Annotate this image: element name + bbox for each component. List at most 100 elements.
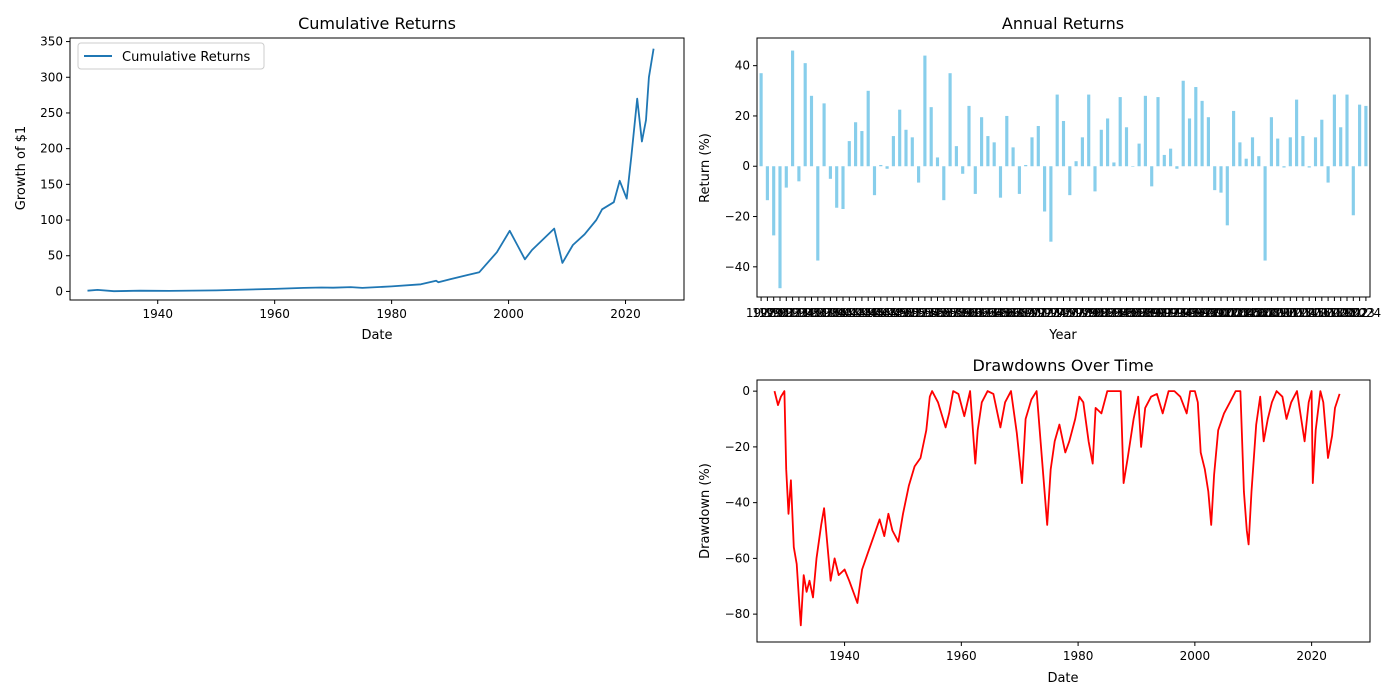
- x-tick-label: 1942: [834, 306, 865, 320]
- bar: [1276, 138, 1280, 167]
- x-axis-label: Date: [361, 328, 392, 343]
- bar: [1106, 118, 1110, 167]
- bar: [1099, 129, 1103, 167]
- x-tick-label: 1972: [1023, 306, 1054, 320]
- plot-frame: [69, 37, 685, 301]
- chart-title: Drawdowns Over Time: [972, 356, 1153, 375]
- plot-frame: [756, 379, 1371, 643]
- bar: [1124, 127, 1129, 167]
- x-tick-label: 1981: [1080, 306, 1111, 320]
- bar: [778, 166, 782, 289]
- x-tick-label: 1937: [803, 306, 834, 320]
- bar: [986, 136, 990, 167]
- chart-title: Annual Returns: [1002, 14, 1124, 33]
- x-tick-label: 2005: [1231, 306, 1262, 320]
- x-tick-label: 2020: [1325, 306, 1356, 320]
- x-tick-label: 1962: [960, 306, 991, 320]
- bar: [1181, 80, 1185, 167]
- x-tick-label: 1986: [1111, 306, 1142, 320]
- bar: [1061, 120, 1066, 167]
- bar: [854, 122, 858, 167]
- x-tick-label: 2022: [1338, 306, 1369, 320]
- x-tick-label: 2004: [1225, 306, 1256, 320]
- x-tick-label: 1964: [973, 306, 1004, 320]
- x-tick-label: 2007: [1244, 306, 1275, 320]
- bar: [1150, 166, 1154, 187]
- bar: [992, 142, 996, 167]
- bar: [1131, 166, 1135, 167]
- x-tick-label: 1954: [910, 306, 941, 320]
- x-tick-label: 1963: [966, 306, 997, 320]
- x-tick-label: 1961: [954, 306, 985, 320]
- bar: [1030, 137, 1034, 167]
- x-tick-label: 1991: [1143, 306, 1174, 320]
- x-tick-label: 1984: [1099, 306, 1130, 320]
- x-tick-label: 1931: [765, 306, 796, 320]
- x-tick-label: 2012: [1275, 306, 1306, 320]
- bar: [1112, 162, 1116, 167]
- bar: [872, 166, 877, 196]
- x-tick-label: 1936: [796, 306, 827, 320]
- x-tick-label: 2017: [1307, 306, 1338, 320]
- x-tick-label: 2000: [493, 307, 524, 321]
- y-tick-label: 0: [55, 284, 63, 298]
- bar: [1213, 166, 1217, 191]
- bar: [998, 166, 1003, 198]
- bar: [1295, 99, 1299, 167]
- x-tick-label: 2021: [1332, 306, 1363, 320]
- y-tick-label: 100: [40, 213, 63, 227]
- x-tick-label: 1985: [1105, 306, 1136, 320]
- x-tick-label: 2019: [1319, 306, 1350, 320]
- bar: [942, 166, 946, 201]
- bar: [1162, 154, 1166, 167]
- bar: [1307, 166, 1311, 168]
- plot-marks: [773, 390, 1341, 627]
- x-tick-label: 1993: [1155, 306, 1186, 320]
- y-tick-label: 0: [742, 159, 750, 173]
- x-tick-label: 2020: [610, 307, 641, 321]
- y-tick-label: 50: [48, 249, 63, 263]
- y-tick-label: −20: [725, 440, 750, 454]
- bar: [1143, 95, 1147, 167]
- annual-returns-chart: Annual Returns Year Return (%) −40 −20 0 20…: [698, 14, 1381, 343]
- bar: [1137, 143, 1141, 167]
- bar: [961, 166, 965, 174]
- x-tick-label: 1973: [1029, 306, 1060, 320]
- x-tick-label: 1948: [872, 306, 903, 320]
- bar: [816, 166, 820, 261]
- x-tick-label: 1998: [1187, 306, 1218, 320]
- x-tick-label: 2013: [1281, 306, 1312, 320]
- legend-box: [77, 42, 265, 70]
- bar: [1036, 126, 1040, 167]
- x-tick-label: 2024: [1351, 306, 1382, 320]
- x-tick-label: 1941: [828, 306, 859, 320]
- bar: [1250, 137, 1255, 167]
- drawdowns-chart: Drawdowns Over Time Date Drawdown (%) 19…: [698, 356, 1371, 686]
- x-tick-label: 1970: [1010, 306, 1041, 320]
- x-tick-label: 1992: [1149, 306, 1180, 320]
- y-tick-label: 0: [742, 384, 750, 398]
- bar: [1080, 137, 1084, 167]
- x-tick-label: 2001: [1206, 306, 1237, 320]
- x-tick-label: 1976: [1048, 306, 1079, 320]
- x-tick-label: 2008: [1250, 306, 1281, 320]
- x-tick-label: 1989: [1130, 306, 1161, 320]
- x-tick-label: 1983: [1092, 306, 1123, 320]
- bar: [759, 73, 763, 167]
- x-tick-label: 1995: [1168, 306, 1199, 320]
- bar: [904, 129, 908, 167]
- bar: [1263, 166, 1267, 261]
- x-tick-label: 1994: [1162, 306, 1193, 320]
- x-tick-label: 2000: [1199, 306, 1230, 320]
- bar: [1093, 166, 1097, 192]
- bar: [1118, 97, 1122, 167]
- bar: [1175, 166, 1179, 169]
- series-line: [773, 390, 1341, 627]
- bar: [1301, 136, 1305, 167]
- x-tick-label: 1996: [1174, 306, 1205, 320]
- bar: [967, 105, 971, 167]
- series-line: [87, 48, 655, 293]
- x-tick-label: 1955: [916, 306, 947, 320]
- x-tick-label: 1952: [897, 306, 928, 320]
- plot-marks: [87, 48, 655, 293]
